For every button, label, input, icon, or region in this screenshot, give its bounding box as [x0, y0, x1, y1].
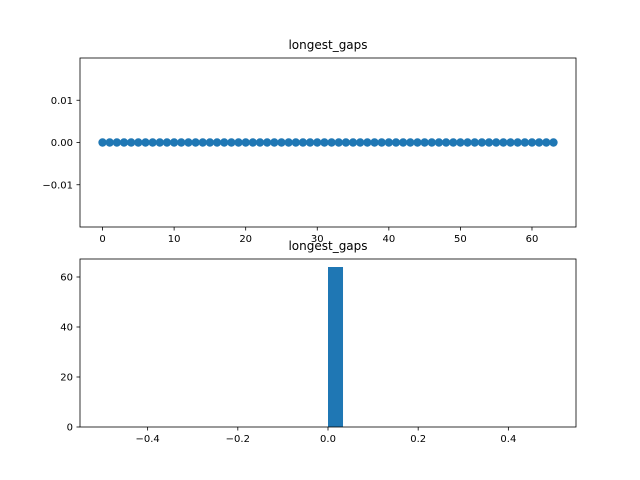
scatter-point	[392, 138, 400, 146]
scatter-point	[177, 138, 185, 146]
scatter-point	[156, 138, 164, 146]
x-tick-label: 50	[454, 234, 467, 245]
y-tick-label: 0.01	[51, 96, 73, 107]
x-tick-label: 60	[526, 234, 539, 245]
scatter-point	[141, 138, 149, 146]
scatter-point	[327, 138, 335, 146]
scatter-point	[335, 138, 343, 146]
scatter-point	[463, 138, 471, 146]
scatter-point	[320, 138, 328, 146]
scatter-point	[406, 138, 414, 146]
x-tick-label: 20	[239, 234, 252, 245]
x-tick-label: 0	[99, 234, 105, 245]
scatter-point	[363, 138, 371, 146]
scatter-point	[256, 138, 264, 146]
y-tick-label: 0.00	[51, 138, 73, 149]
scatter-point	[106, 138, 114, 146]
scatter-point	[227, 138, 235, 146]
scatter-point	[284, 138, 292, 146]
scatter-point	[184, 138, 192, 146]
scatter-title: longest_gaps	[288, 38, 367, 52]
scatter-point	[442, 138, 450, 146]
scatter-point	[249, 138, 257, 146]
scatter-point	[206, 138, 214, 146]
scatter-point	[492, 138, 500, 146]
scatter-point	[471, 138, 479, 146]
x-tick-label: 0.4	[500, 434, 516, 445]
scatter-point	[191, 138, 199, 146]
scatter-point	[370, 138, 378, 146]
scatter-point	[385, 138, 393, 146]
scatter-point	[542, 138, 550, 146]
scatter-point	[399, 138, 407, 146]
scatter-point	[313, 138, 321, 146]
scatter-point	[478, 138, 486, 146]
scatter-point	[277, 138, 285, 146]
scatter-point	[506, 138, 514, 146]
scatter-point	[377, 138, 385, 146]
scatter-point	[499, 138, 507, 146]
scatter-point	[521, 138, 529, 146]
scatter-point	[349, 138, 357, 146]
scatter-point	[127, 138, 135, 146]
scatter-point	[213, 138, 221, 146]
x-tick-label: −0.2	[226, 434, 250, 445]
x-tick-label: 10	[168, 234, 181, 245]
y-tick-label: 20	[60, 373, 73, 384]
histogram-bars	[328, 267, 343, 427]
scatter-point	[134, 138, 142, 146]
scatter-point	[113, 138, 121, 146]
scatter-point	[199, 138, 207, 146]
scatter-point	[234, 138, 242, 146]
scatter-point	[528, 138, 536, 146]
y-tick-label: −0.01	[42, 180, 73, 191]
scatter-point	[241, 138, 249, 146]
x-tick-label: 40	[382, 234, 395, 245]
scatter-point	[148, 138, 156, 146]
scatter-point	[170, 138, 178, 146]
scatter-point	[420, 138, 428, 146]
x-tick-label: 0.2	[410, 434, 426, 445]
scatter-point	[449, 138, 457, 146]
scatter-point	[306, 138, 314, 146]
scatter-point	[220, 138, 228, 146]
scatter-point	[270, 138, 278, 146]
x-tick-label: 0.0	[320, 434, 336, 445]
scatter-point	[485, 138, 493, 146]
scatter-point	[292, 138, 300, 146]
scatter-point	[435, 138, 443, 146]
scatter-point	[342, 138, 350, 146]
scatter-point	[549, 138, 557, 146]
scatter-point	[163, 138, 171, 146]
scatter-point	[413, 138, 421, 146]
scatter-point	[120, 138, 128, 146]
scatter-point	[535, 138, 543, 146]
histogram-bar	[328, 267, 343, 427]
y-tick-label: 0	[67, 423, 73, 434]
x-tick-label: −0.4	[135, 434, 159, 445]
scatter-point	[356, 138, 364, 146]
scatter-point	[428, 138, 436, 146]
scatter-point	[299, 138, 307, 146]
histogram-title: longest_gaps	[288, 239, 367, 253]
scatter-point	[98, 138, 106, 146]
scatter-point	[263, 138, 271, 146]
scatter-point	[513, 138, 521, 146]
y-tick-label: 40	[60, 323, 73, 334]
y-tick-label: 60	[60, 273, 73, 284]
scatter-point	[456, 138, 464, 146]
